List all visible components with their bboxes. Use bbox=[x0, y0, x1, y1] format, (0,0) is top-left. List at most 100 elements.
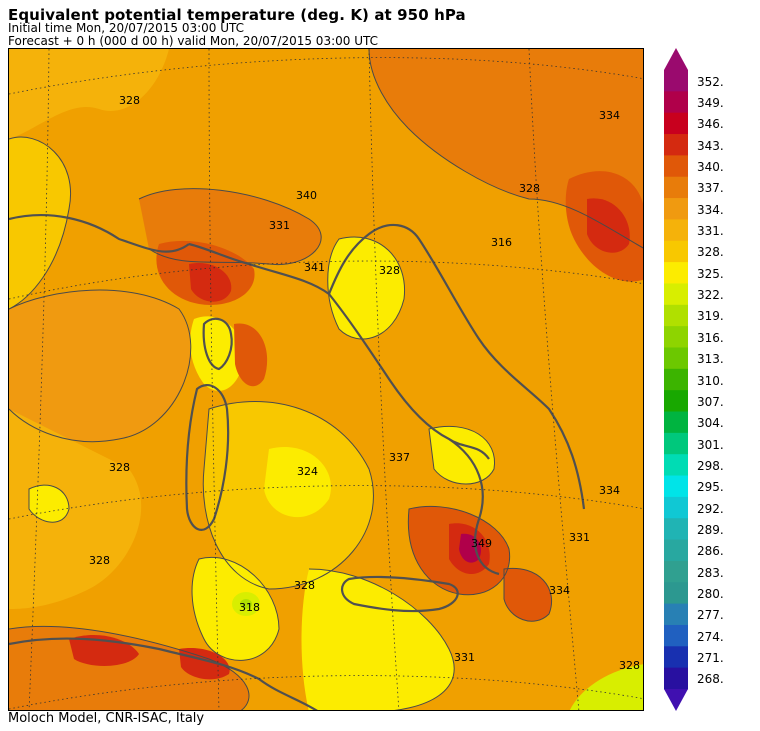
colorbar-level-label: 319. bbox=[697, 309, 724, 324]
contour-label: 324 bbox=[297, 465, 318, 478]
colorbar-level-label: 325. bbox=[697, 266, 724, 281]
colorbar-level-label: 292. bbox=[697, 501, 724, 516]
colorbar-level-label: 280. bbox=[697, 586, 724, 601]
contour-label: 328 bbox=[619, 659, 640, 672]
colorbar-swatch bbox=[664, 603, 688, 626]
colorbar-swatch bbox=[664, 134, 688, 156]
colorbar bbox=[664, 48, 688, 711]
contour-label: 316 bbox=[491, 236, 512, 249]
graticule bbox=[9, 49, 643, 710]
colorbar-swatch bbox=[664, 518, 688, 541]
colorbar-level-label: 295. bbox=[697, 480, 724, 495]
contour-label: 328 bbox=[519, 182, 540, 195]
contour-label: 328 bbox=[294, 579, 315, 592]
colorbar-level-label: 346. bbox=[697, 117, 724, 132]
colorbar-level-label: 289. bbox=[697, 522, 724, 537]
field-region bbox=[189, 263, 232, 302]
colorbar-swatch bbox=[664, 240, 688, 263]
field-region bbox=[264, 447, 331, 518]
initial-time-text: Initial time Mon, 20/07/2015 03:00 UTC bbox=[8, 21, 245, 35]
colorbar-level-label: 334. bbox=[697, 202, 724, 217]
colorbar-level-label: 274. bbox=[697, 629, 724, 644]
field-region bbox=[570, 664, 643, 710]
contour-label: 334 bbox=[599, 109, 620, 122]
field-region bbox=[504, 568, 552, 622]
contour-label: 349 bbox=[471, 537, 492, 550]
contour-label: 328 bbox=[119, 94, 140, 107]
contour-label: 328 bbox=[89, 554, 110, 567]
field-region bbox=[9, 409, 142, 609]
field-region bbox=[587, 198, 630, 253]
colorbar-level-label: 352. bbox=[697, 74, 724, 89]
model-credit: Moloch Model, CNR-ISAC, Italy bbox=[8, 711, 205, 726]
colorbar-level-label: 304. bbox=[697, 416, 724, 431]
colorbar-swatch bbox=[664, 539, 688, 562]
colorbar-level-label: 283. bbox=[697, 565, 724, 580]
colorbar-level-label: 328. bbox=[697, 245, 724, 260]
field-region bbox=[9, 290, 191, 442]
field-region bbox=[240, 599, 252, 609]
colorbar-level-label: 277. bbox=[697, 608, 724, 623]
contour-label: 334 bbox=[549, 584, 570, 597]
colorbar-top-arrow bbox=[664, 48, 688, 70]
field-region bbox=[234, 323, 268, 387]
field-region bbox=[327, 237, 405, 339]
contour-label: 331 bbox=[454, 651, 475, 664]
colorbar-swatch bbox=[664, 326, 688, 348]
colorbar-level-label: 340. bbox=[697, 160, 724, 175]
colorbar-swatch bbox=[664, 646, 688, 669]
colorbar-labels: 352. 349. 346. 343. 340. 337. 334. 331. 328. 325.… bbox=[697, 0, 757, 731]
colorbar-swatch bbox=[664, 582, 688, 605]
colorbar-swatch bbox=[664, 198, 688, 220]
colorbar-swatch bbox=[664, 411, 688, 434]
colorbar-level-label: 316. bbox=[697, 330, 724, 345]
colorbar-level-label: 322. bbox=[697, 288, 724, 303]
colorbar-bottom-arrow bbox=[664, 689, 688, 711]
colorbar-level-label: 271. bbox=[697, 650, 724, 665]
colorbar-swatch bbox=[664, 624, 688, 647]
colorbar-level-label: 286. bbox=[697, 544, 724, 559]
contour-label: 340 bbox=[296, 189, 317, 202]
colorbar-level-label: 298. bbox=[697, 458, 724, 473]
colorbar-swatch bbox=[664, 347, 688, 370]
colorbar-level-label: 268. bbox=[697, 672, 724, 687]
colorbar-level-label: 337. bbox=[697, 181, 724, 196]
colorbar-swatch bbox=[664, 91, 688, 114]
colorbar-swatch bbox=[664, 219, 688, 242]
field-region bbox=[9, 626, 249, 710]
colorbar-level-label: 310. bbox=[697, 373, 724, 388]
contour-label: 331 bbox=[569, 531, 590, 544]
colorbar-swatch bbox=[664, 304, 688, 327]
colorbar-swatch bbox=[664, 176, 688, 199]
colorbar-level-label: 331. bbox=[697, 224, 724, 239]
colorbar-swatch bbox=[664, 112, 688, 135]
forecast-valid-text: Forecast + 0 h (000 d 00 h) valid Mon, 2… bbox=[8, 34, 378, 48]
colorbar-swatch bbox=[664, 454, 688, 477]
field-region bbox=[301, 569, 455, 710]
contour-label: 337 bbox=[389, 451, 410, 464]
colorbar-level-label: 343. bbox=[697, 138, 724, 153]
theta-e-map: 328 331 334 318 324 340 337 316 341 349 … bbox=[8, 48, 644, 711]
contour-labels: 328 331 334 318 324 340 337 316 341 349 … bbox=[89, 94, 640, 672]
colorbar-swatch bbox=[664, 560, 688, 583]
contour-label: 318 bbox=[239, 601, 260, 614]
colorbar-level-label: 301. bbox=[697, 437, 724, 452]
colorbar-swatch bbox=[664, 432, 688, 455]
map-title: Equivalent potential temperature (deg. K… bbox=[8, 6, 466, 24]
contour-label: 328 bbox=[379, 264, 400, 277]
colorbar-swatch bbox=[664, 667, 688, 690]
colorbar-swatch bbox=[664, 155, 688, 178]
colorbar-swatch bbox=[664, 70, 688, 92]
contour-label: 331 bbox=[269, 219, 290, 232]
colorbar-swatch bbox=[664, 390, 688, 413]
contour-label: 334 bbox=[599, 484, 620, 497]
colorbar-swatch bbox=[664, 368, 688, 391]
contour-lines bbox=[9, 49, 643, 710]
colorbar-level-label: 313. bbox=[697, 352, 724, 367]
colorbar-level-label: 307. bbox=[697, 394, 724, 409]
colorbar-swatch bbox=[664, 262, 688, 284]
colorbar-level-label: 349. bbox=[697, 96, 724, 111]
field-region bbox=[429, 426, 495, 484]
field-region bbox=[29, 485, 69, 523]
colorbar-swatch bbox=[664, 496, 688, 519]
